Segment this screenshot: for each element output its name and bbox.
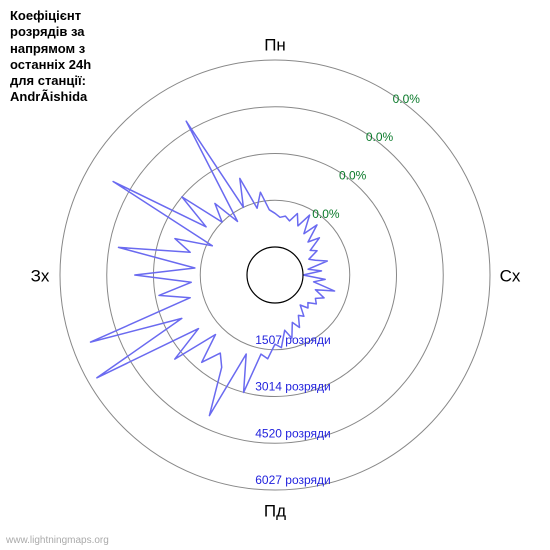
ring-label-count: 3014 розряди — [255, 380, 331, 394]
ring-label-pct: 0.0% — [393, 92, 421, 106]
ring-label-pct: 0.0% — [366, 130, 394, 144]
cardinal-n: Пн — [264, 35, 286, 54]
ring-label-count: 4520 розряди — [255, 426, 331, 440]
ring-label-pct: 0.0% — [312, 207, 340, 221]
ring-label-count: 6027 розряди — [255, 473, 331, 487]
center-circle — [247, 247, 303, 303]
ring-label-pct: 0.0% — [339, 168, 367, 182]
cardinal-s: Пд — [264, 501, 286, 520]
polar-chart: 1507 розряди 3014 розряди 4520 розряди 6027… — [0, 0, 550, 550]
footer-credit: www.lightningmaps.org — [6, 535, 109, 546]
ring-label-count: 1507 розряди — [255, 333, 331, 347]
cardinal-w: Зх — [31, 266, 50, 285]
cardinal-e: Сх — [500, 266, 521, 285]
